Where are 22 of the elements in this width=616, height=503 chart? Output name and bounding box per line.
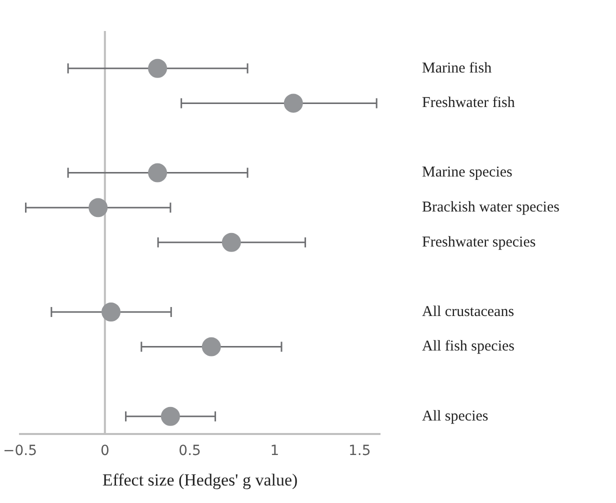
x-tick-label: 0 [100, 442, 110, 459]
x-axis-title: Effect size (Hedges' g value) [102, 470, 298, 490]
y-tick-label: All fish species [422, 338, 515, 355]
point [160, 406, 180, 426]
point [88, 198, 108, 218]
point [202, 337, 221, 356]
y-tick-label: All species [422, 408, 488, 424]
point [148, 163, 168, 182]
y-tick-label: Freshwater fish [422, 95, 516, 112]
x-tick-label: 1.5 [348, 442, 371, 459]
point [148, 58, 168, 78]
y-tick-label: Marine fish [422, 60, 492, 76]
point [102, 302, 121, 322]
x-tick-label: −0.5 [3, 442, 37, 459]
y-tick-label: All crustaceans [422, 304, 514, 320]
point [222, 232, 241, 252]
x-tick-label: 0.5 [178, 442, 201, 459]
point [284, 94, 303, 113]
y-tick-label: Freshwater species [422, 234, 536, 250]
y-tick-label: Marine species [422, 164, 513, 181]
y-tick-label: Brackish water species [422, 200, 560, 216]
x-tick-label: 1 [270, 442, 280, 459]
